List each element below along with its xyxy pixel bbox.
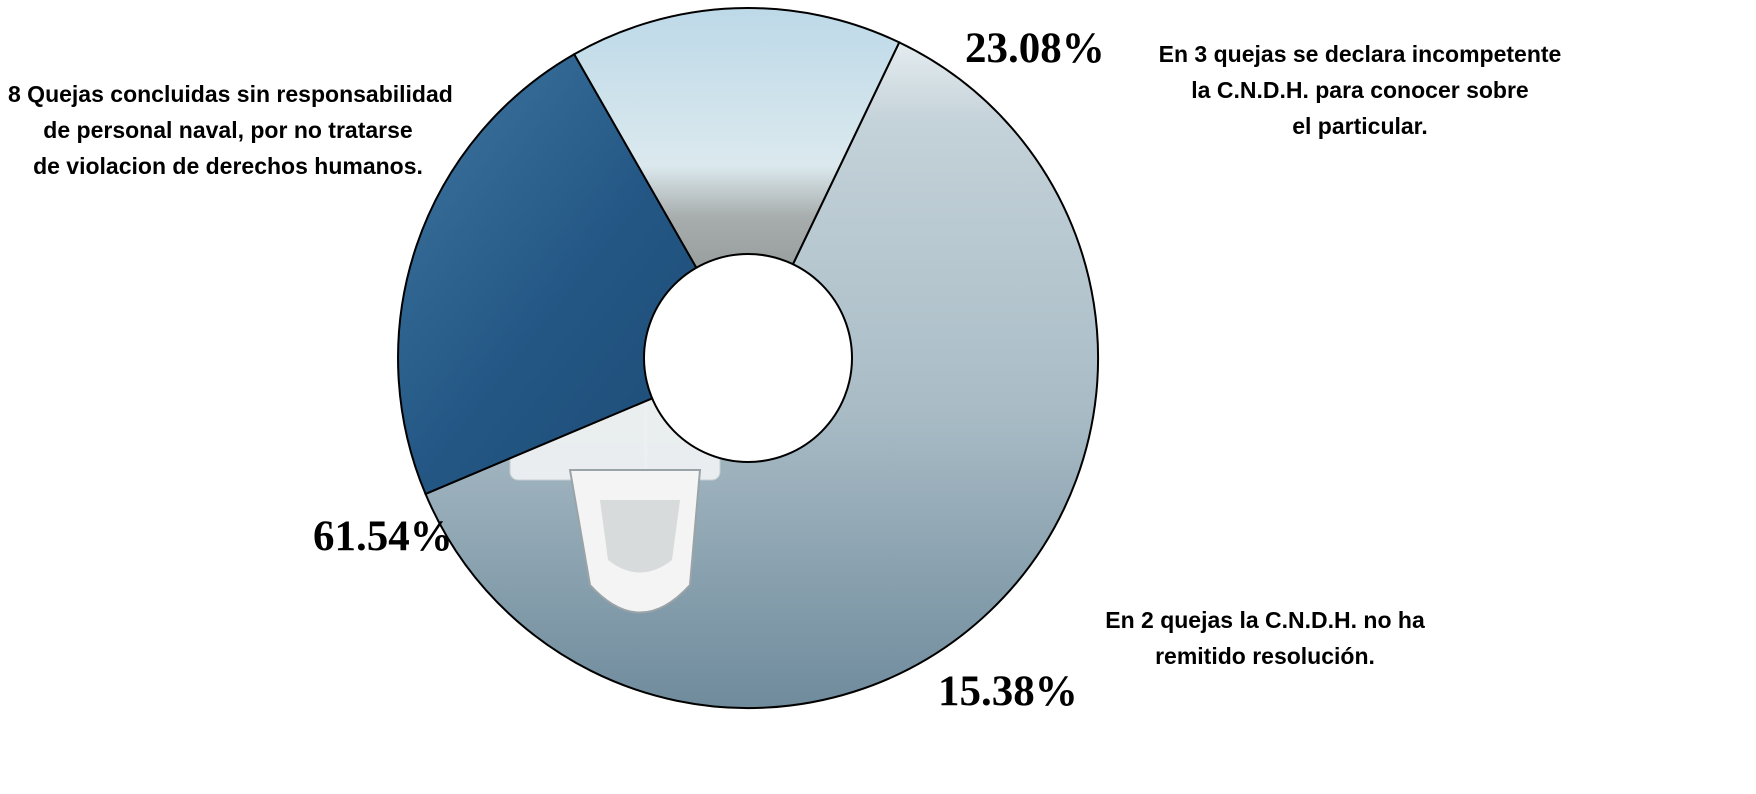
annotation-line: En 3 quejas se declara incompetente — [1158, 41, 1562, 67]
annotation-line: En 2 quejas la C.N.D.H. no ha — [1105, 607, 1425, 633]
slice-label-15-38: 15.38% — [938, 668, 1078, 715]
pie-slice-helicopter — [572, 7, 901, 361]
annotation-line: remitido resolución. — [1155, 643, 1375, 669]
annotation-no-resolucion: En 2 quejas la C.N.D.H. no ha remitido r… — [1095, 602, 1435, 674]
annotation-line: la C.N.D.H. para conocer sobre — [1191, 77, 1529, 103]
annotation-line: de personal naval, por no tratarse — [43, 117, 413, 143]
annotation-line: el particular. — [1292, 113, 1428, 139]
annotation-line: de violacion de derechos humanos. — [33, 153, 423, 179]
annotation-line: 8 Quejas concluidas sin responsabilidad — [8, 81, 453, 107]
slice-label-61-54: 61.54% — [313, 513, 453, 560]
slice-label-23-08: 23.08% — [965, 25, 1105, 72]
donut-hole — [643, 253, 853, 463]
annotation-sin-responsabilidad: 8 Quejas concluidas sin responsabilidad … — [8, 76, 453, 184]
annotation-incompetente: En 3 quejas se declara incompetente la C… — [1150, 36, 1570, 144]
